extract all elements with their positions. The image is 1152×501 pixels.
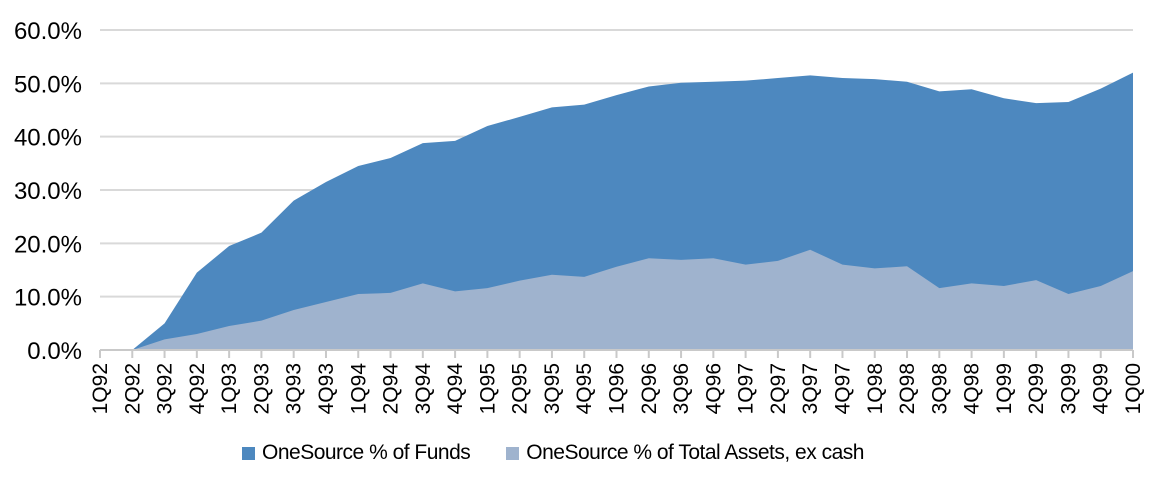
x-tick-label: 1Q96 [606,363,629,414]
y-tick-label: 40.0% [14,125,82,152]
x-tick-label: 1Q92 [89,363,112,414]
legend-swatch-funds-icon [242,446,255,460]
x-tick-label: 2Q97 [767,363,790,414]
legend-item-assets: OneSource % of Total Assets, ex cash [506,441,864,465]
y-tick-label: 10.0% [14,285,82,312]
legend-swatch-assets-icon [506,446,520,460]
x-tick-label: 3Q95 [541,363,564,414]
y-tick-label: 60.0% [14,18,82,45]
x-tick-label: 2Q94 [380,363,403,415]
x-tick-label: 4Q97 [831,363,854,414]
y-tick-label: 20.0% [14,231,82,258]
x-tick-label: 1Q95 [476,363,499,414]
x-tick-label: 1Q98 [864,363,887,414]
x-tick-label: 1Q00 [1122,363,1145,414]
x-tick-label: 3Q97 [799,363,822,414]
x-tick-label: 4Q96 [702,363,725,414]
x-tick-label: 2Q99 [1025,363,1048,414]
x-tick-label: 4Q94 [444,363,467,415]
x-tick-label: 1Q94 [347,363,370,415]
x-tick-label: 2Q95 [509,363,532,414]
x-tick-label: 2Q92 [121,363,144,414]
x-tick-label: 4Q95 [573,363,596,414]
legend: OneSource % of Funds OneSource % of Tota… [242,441,864,465]
legend-label-assets: OneSource % of Total Assets, ex cash [526,441,864,464]
x-tick-label: 3Q99 [1057,363,1080,414]
x-tick-label: 2Q98 [896,363,919,414]
x-tick-label: 2Q96 [638,363,661,414]
legend-label-funds: OneSource % of Funds [262,441,471,464]
x-tick-label: 3Q96 [670,363,693,414]
x-tick-label: 4Q98 [961,363,984,414]
y-tick-label: 50.0% [14,71,82,98]
x-tick-label: 3Q98 [928,363,951,414]
x-tick-label: 3Q94 [412,363,435,415]
x-tick-label: 1Q93 [218,363,241,414]
x-tick-label: 3Q92 [154,363,177,414]
x-tick-label: 4Q93 [315,363,338,414]
x-tick-label: 2Q93 [250,363,273,414]
x-tick-label: 1Q97 [735,363,758,414]
x-tick-label: 1Q99 [993,363,1016,414]
area-series-assets [100,249,1133,350]
y-tick-label: 0.0% [27,338,82,365]
x-tick-label: 4Q92 [186,363,209,414]
x-tick-label: 3Q93 [283,363,306,414]
x-tick-label: 4Q99 [1090,363,1113,414]
y-tick-label: 30.0% [14,178,82,205]
legend-item-funds: OneSource % of Funds [242,441,471,465]
